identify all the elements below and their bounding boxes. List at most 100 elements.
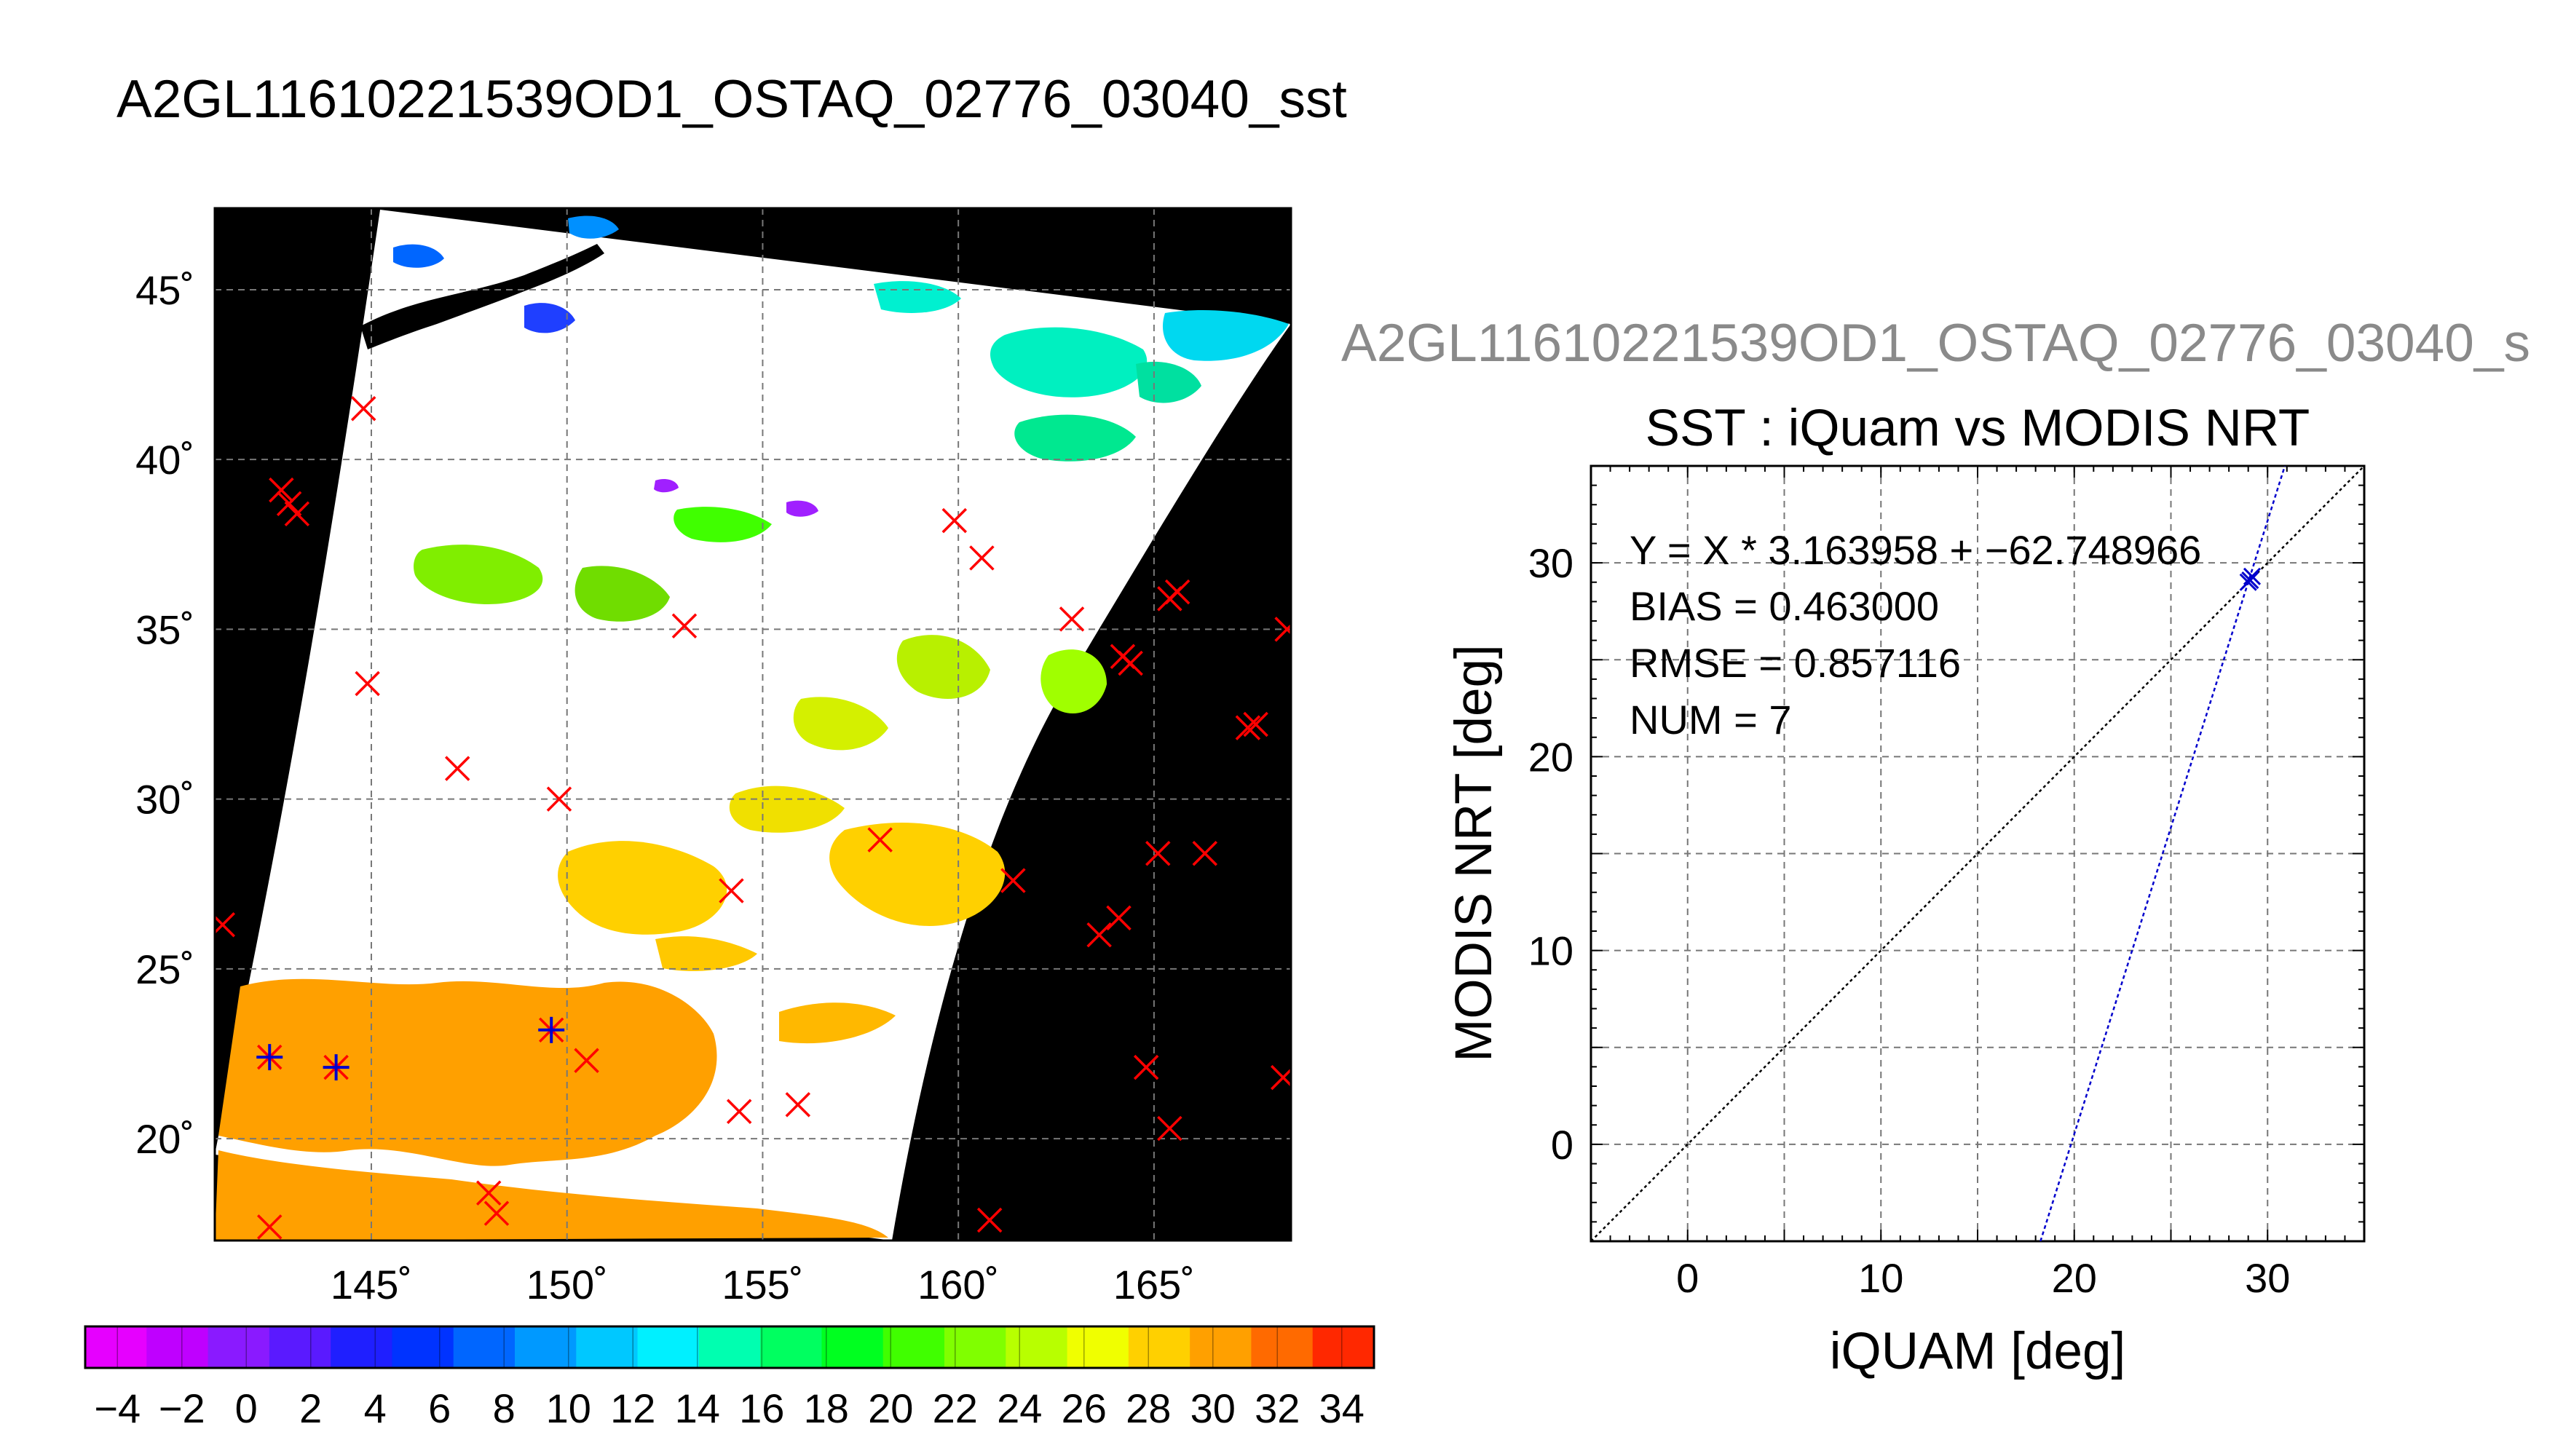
colorbar-segment: [698, 1326, 761, 1368]
colorbar-tick-label: 12: [610, 1385, 655, 1431]
iquam-point-marker: [726, 1099, 752, 1124]
iquam-point-marker: [1192, 841, 1217, 866]
sst-patch-22: [414, 545, 543, 604]
sst-patch-16: [1136, 361, 1201, 403]
page-title: A2GL11610221539OD1_OSTAQ_02776_03040_sst: [117, 70, 1347, 129]
map-x-tick-label: 155˚: [722, 1262, 803, 1307]
colorbar-segment: [515, 1326, 577, 1368]
colorbar-tick-label: 6: [428, 1385, 451, 1431]
iquam-point-marker: [1106, 905, 1132, 931]
iquam-point-marker: [1000, 868, 1026, 893]
map-x-tick-label: 145˚: [331, 1262, 412, 1307]
iquam-point-marker: [1133, 1054, 1159, 1080]
matchup-point-marker: [323, 1054, 350, 1081]
num-annotation: NUM = 7: [1630, 697, 1792, 743]
y-axis-label: MODIS NRT [deg]: [1445, 644, 1503, 1061]
iquam-point-marker: [719, 878, 744, 903]
iquam-point-marker: [671, 613, 698, 638]
colorbar-segment: [1312, 1326, 1375, 1368]
iquam-point-marker: [574, 1048, 599, 1074]
colorbar-segment: [760, 1326, 822, 1368]
sst-map: 145˚ 150˚ 155˚ 160˚ 165˚ 20˚ 25˚ 30˚ 35˚ 40˚ 45˚: [135, 207, 1292, 1307]
colorbar-tick-label: −4: [94, 1385, 141, 1431]
sst-patch-28: [729, 786, 845, 833]
map-markers: [215, 395, 1291, 1240]
iquam-point-marker: [1243, 711, 1268, 737]
colorbar-tick-label: 22: [933, 1385, 978, 1431]
sst-patch-12: [1162, 309, 1289, 361]
map-y-tick-label: 40˚: [135, 437, 194, 483]
scatter-plot: SST : iQuam vs MODIS NRT 0 10 20 300102030 …: [1445, 400, 2366, 1380]
colorbar-tick-label: 18: [804, 1385, 849, 1431]
scatter-y-tick-label: 20: [1528, 734, 1573, 780]
iquam-point-marker: [1274, 617, 1291, 642]
sst-patch-6: [393, 244, 444, 268]
regression-fit-line: [2039, 466, 2286, 1241]
land-hokkaido: [360, 244, 604, 349]
iquam-point-marker: [1157, 1115, 1182, 1142]
scatter-x-tick-label: 30: [2245, 1255, 2290, 1301]
iquam-point-marker: [969, 545, 995, 571]
colorbar-tick-label: 16: [739, 1385, 784, 1431]
iquam-point-marker: [276, 491, 302, 517]
sst-patch-20: [674, 507, 772, 542]
scatter-file-title: A2GL11610221539OD1_OSTAQ_02776_03040_s: [1341, 314, 2530, 373]
matchup-point-marker: [538, 1016, 565, 1043]
map-y-tick-label: 25˚: [135, 946, 194, 992]
scatter-x-tick-label: 20: [2052, 1255, 2097, 1301]
iquam-point-marker: [257, 1214, 283, 1240]
equation-annotation: Y = X * 3.163958 + −62.748966: [1630, 527, 2201, 573]
colorbar-segment: [637, 1326, 700, 1368]
iquam-point-marker: [483, 1200, 510, 1226]
x-axis-label: iQUAM [deg]: [1830, 1323, 2125, 1380]
sst-patch-warm: [215, 1150, 888, 1241]
scatter-tick-labels: 0 10 20 30 0 10 20 30: [1528, 540, 2291, 1301]
colorbar-segment: [1190, 1326, 1252, 1368]
colorbar-tick-label: 4: [364, 1385, 387, 1431]
iquam-point-marker: [355, 670, 380, 697]
sst-patch-cold: [786, 500, 818, 517]
colorbar-tick-label: 32: [1255, 1385, 1300, 1431]
iquam-point-marker: [1164, 579, 1190, 605]
colorbar-segment: [1128, 1326, 1190, 1368]
colorbar-segment: [453, 1326, 516, 1368]
sst-patch-22: [574, 566, 670, 622]
colorbar-tick-label: 28: [1126, 1385, 1171, 1431]
sst-patch-28: [829, 823, 1006, 926]
iquam-point-marker: [1086, 922, 1112, 948]
colorbar-segment: [208, 1326, 270, 1368]
matchup-point-marker: [256, 1044, 283, 1071]
colorbar-tick-label: 10: [546, 1385, 591, 1431]
one-to-one-line: [1591, 466, 2364, 1241]
scatter-y-tick-label: 0: [1551, 1122, 1573, 1168]
iquam-point-marker: [269, 477, 294, 503]
colorbar-tick-label: 30: [1190, 1385, 1236, 1431]
bias-annotation: BIAS = 0.463000: [1630, 583, 1939, 629]
sst-color-patches: [215, 215, 1289, 1241]
colorbar-segment: [1067, 1326, 1129, 1368]
map-x-tick-label: 160˚: [917, 1262, 999, 1307]
sst-patch-26: [793, 697, 888, 751]
colorbar-tick-label: 24: [997, 1385, 1042, 1431]
scatter-lines: [1591, 466, 2364, 1241]
sst-patch-warm: [218, 978, 717, 1166]
scatter-x-tick-label: 0: [1676, 1255, 1699, 1301]
colorbar-tick-label: 34: [1319, 1385, 1365, 1431]
map-y-tick-label: 35˚: [135, 606, 194, 652]
map-grid: [215, 208, 1291, 1241]
map-x-tick-label: 150˚: [526, 1262, 608, 1307]
colorbar-segment: [269, 1326, 331, 1368]
scatter-points: [2239, 567, 2262, 591]
rmse-annotation: RMSE = 0.857116: [1630, 640, 1961, 686]
scatter-y-tick-label: 30: [1528, 540, 1573, 586]
scatter-point: [2239, 573, 2257, 591]
map-x-tick-label: 165˚: [1113, 1262, 1195, 1307]
iquam-point-marker: [785, 1092, 811, 1117]
sst-patch-4: [524, 303, 575, 333]
colorbar-segment: [1006, 1326, 1068, 1368]
scatter-title: SST : iQuam vs MODIS NRT: [1646, 400, 2310, 457]
colorbar-segment: [821, 1326, 884, 1368]
map-tick-labels: 145˚ 150˚ 155˚ 160˚ 165˚ 20˚ 25˚ 30˚ 35˚ 40˚ 45˚: [135, 267, 1195, 1307]
iquam-point-marker: [444, 756, 470, 781]
